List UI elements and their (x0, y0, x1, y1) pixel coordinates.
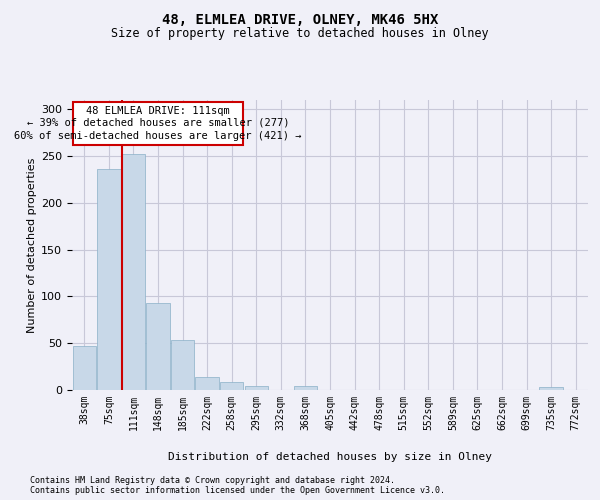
Text: 48, ELMLEA DRIVE, OLNEY, MK46 5HX: 48, ELMLEA DRIVE, OLNEY, MK46 5HX (162, 12, 438, 26)
Text: 60% of semi-detached houses are larger (421) →: 60% of semi-detached houses are larger (… (14, 130, 302, 140)
Bar (73, 102, 243, 145)
Bar (196, 377, 219, 390)
Text: Contains HM Land Registry data © Crown copyright and database right 2024.: Contains HM Land Registry data © Crown c… (30, 476, 395, 485)
Text: ← 39% of detached houses are smaller (277): ← 39% of detached houses are smaller (27… (27, 118, 289, 128)
Bar (245, 386, 268, 390)
Text: Contains public sector information licensed under the Open Government Licence v3: Contains public sector information licen… (30, 486, 445, 495)
Bar (171, 340, 194, 390)
Bar (294, 386, 317, 390)
Bar (97, 169, 121, 390)
Bar (73, 346, 96, 390)
Bar (539, 387, 563, 390)
Y-axis label: Number of detached properties: Number of detached properties (27, 158, 37, 332)
Text: 48 ELMLEA DRIVE: 111sqm: 48 ELMLEA DRIVE: 111sqm (86, 106, 230, 116)
Text: Size of property relative to detached houses in Olney: Size of property relative to detached ho… (111, 28, 489, 40)
Bar (220, 382, 244, 390)
Text: Distribution of detached houses by size in Olney: Distribution of detached houses by size … (168, 452, 492, 462)
Bar (146, 303, 170, 390)
Bar (122, 154, 145, 390)
